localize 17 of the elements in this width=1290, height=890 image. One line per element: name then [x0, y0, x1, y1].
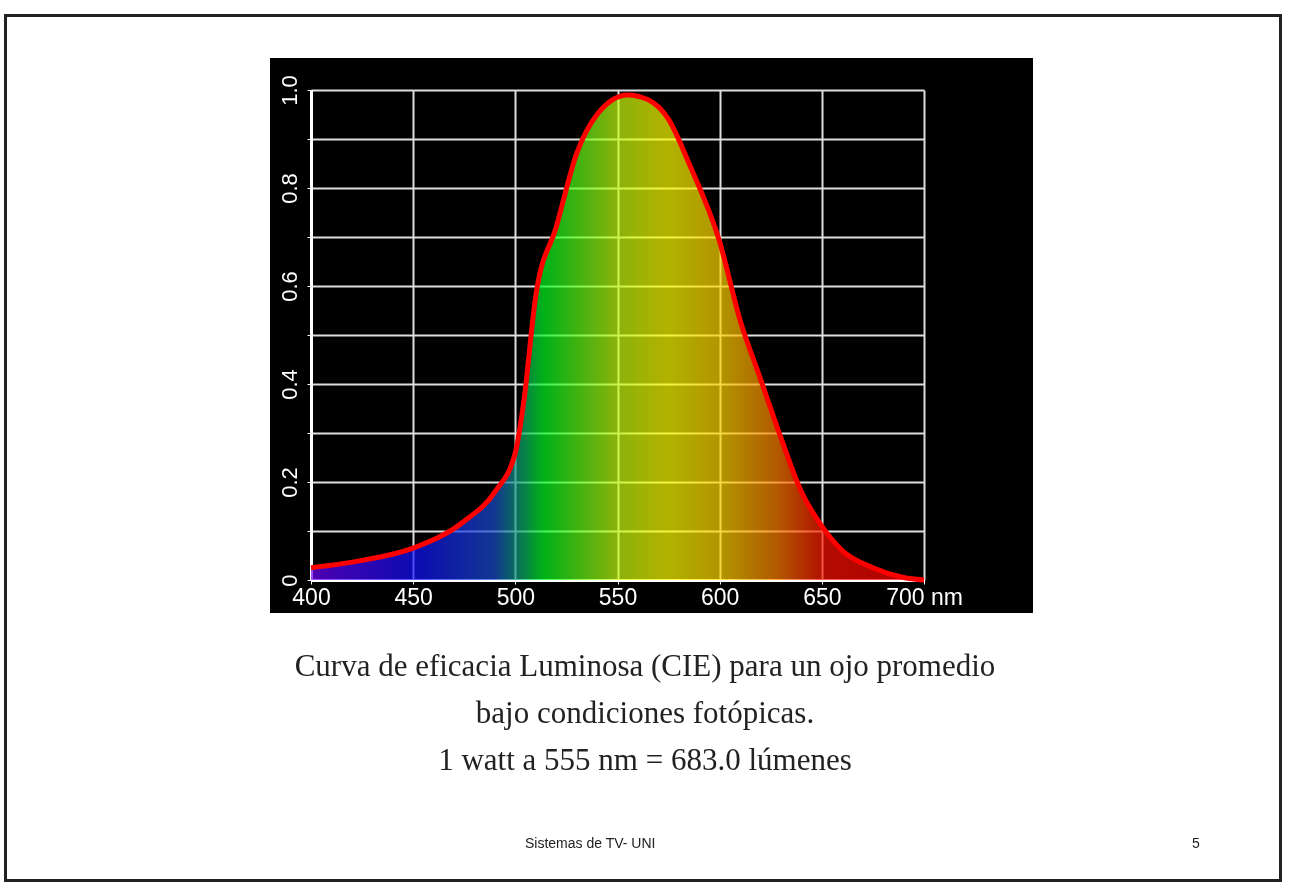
y-tick-label: 0.8 — [276, 173, 302, 204]
y-tick-label: 0.2 — [276, 467, 302, 498]
text: 1 watt a 555 nm = 683.0 lúmenes — [437, 742, 853, 778]
text: Curva de eficacia Luminosa (CIE) para un ojo promedio — [293, 648, 997, 684]
y-tick-label: 1.0 — [276, 75, 302, 106]
x-tick-label: 550 — [598, 583, 638, 610]
x-tick-label: 500 — [496, 583, 536, 610]
text: bajo condiciones fotópicas. — [474, 695, 816, 731]
x-tick-label: 450 — [394, 583, 433, 610]
text: Sistemas de TV- UNI — [525, 835, 656, 851]
y-tick-label: 0.6 — [276, 271, 302, 302]
x-tick-label: 650 — [803, 583, 842, 610]
text: 5 — [1192, 835, 1200, 851]
y-tick-label: 0 — [276, 574, 302, 587]
x-tick-label: 700 nm — [886, 583, 963, 610]
y-tick-label: 0.4 — [276, 369, 302, 400]
x-tick-label: 600 — [700, 583, 740, 610]
